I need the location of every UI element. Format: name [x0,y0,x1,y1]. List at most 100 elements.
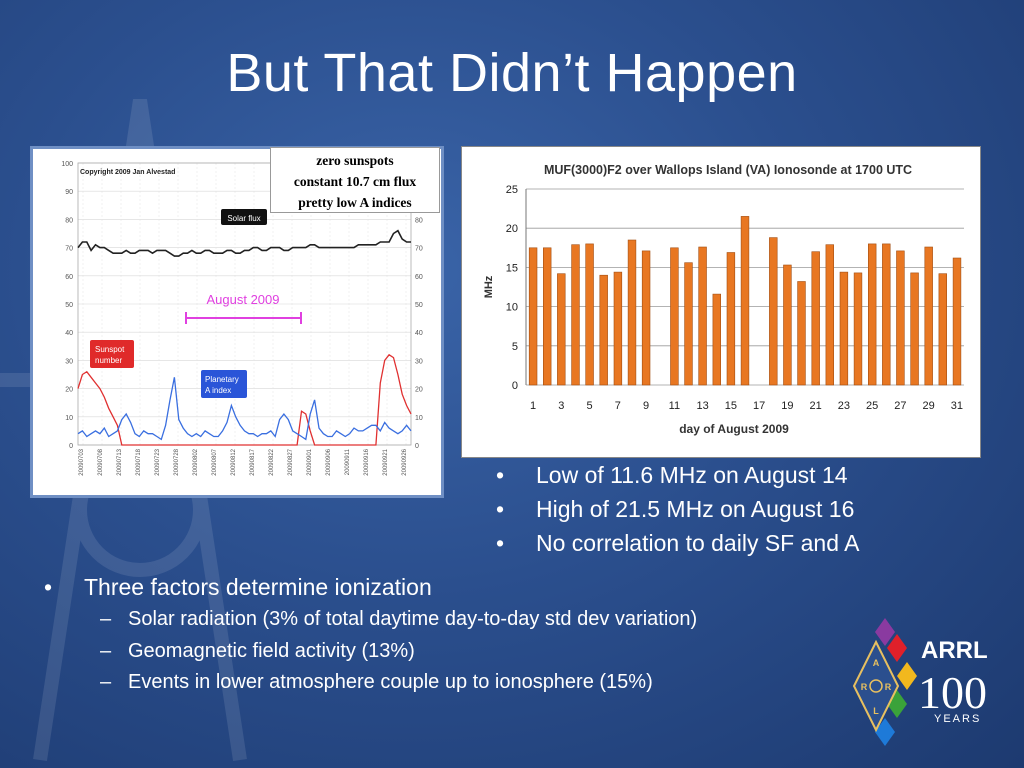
x-tick-label: 20090817 [250,448,256,475]
y-tick-label: 0 [512,380,518,392]
x-tick-label: 9 [643,400,649,412]
bar-day-16 [740,216,750,386]
y-tick-label-right: 50 [415,302,423,309]
sub-bullet-text: Solar radiation (3% of total daytime day… [128,608,698,630]
x-tick-label: 20090728 [174,448,180,475]
y-tick-label: 10 [506,302,518,314]
slide-title: But That Didn’t Happen [226,43,798,103]
x-tick-label: 20090708 [98,448,104,475]
sub-bullet: – Geomagnetic field activity (13%) [100,640,415,663]
bar-day-12 [684,262,693,386]
sub-bullet: – Events in lower atmosphere couple up to… [100,671,653,694]
x-axis-label: day of August 2009 [679,422,789,436]
x-tick-label: 20090906 [326,448,332,475]
august-2009-label: August 2009 [206,292,279,307]
y-tick-label-right: 70 [415,246,423,253]
y-tick-label: 5 [512,341,518,353]
y-tick-label-left: 20 [65,387,73,394]
sub-bullet-text: Events in lower atmosphere couple up to … [128,671,653,693]
bar-day-9 [641,250,651,386]
x-tick-label: 29 [923,400,935,412]
y-tick-label-left: 10 [65,415,73,422]
muf-bar-chart: MUF(3000)F2 over Wallops Island (VA) Ion… [461,146,981,458]
bar-day-28 [910,272,919,386]
y-tick-label-right: 60 [415,274,423,281]
emblem-letter: R [885,682,892,692]
x-tick-label: 13 [696,400,708,412]
x-tick-label: 20090718 [136,448,142,475]
emblem-letter: R [861,682,868,692]
bar-day-8 [627,239,637,386]
bar-day-30 [938,273,947,386]
sub-bullet-text: Geomagnetic field activity (13%) [128,640,415,662]
findings-list: • Low of 11.6 MHz on August 14 • High of 2… [496,462,859,564]
bar-day-13 [698,246,707,386]
chart-title: MUF(3000)F2 over Wallops Island (VA) Ion… [544,163,912,177]
logo-years-text: YEARS [934,713,981,725]
main-bullet: • Three factors determine ionization [44,574,432,608]
finding-item: • High of 21.5 MHz on August 16 [496,496,859,530]
x-tick-label: 20090921 [383,448,389,475]
bar-day-1 [528,247,538,386]
x-tick-label: 5 [587,400,593,412]
x-tick-label: 21 [810,400,822,412]
bullet-dot: • [496,462,505,488]
bullet-dot: • [44,574,53,600]
x-tick-label: 3 [558,400,564,412]
solar-flux-line [77,229,411,257]
x-tick-label: 31 [951,400,963,412]
sunspot-label-line1: Sunspot [95,345,125,354]
y-tick-label-right: 80 [415,217,423,224]
bullet-dot: • [496,496,505,522]
bar-day-22 [825,244,834,386]
bar-day-15 [726,252,736,386]
finding-item: • No correlation to daily SF and A [496,530,859,564]
finding-text: High of 21.5 MHz on August 16 [536,496,855,522]
y-tick-label-right: 30 [415,358,423,365]
x-tick-label: 20090926 [402,448,408,475]
note-line-1: zero sunspots [316,153,394,168]
y-tick-label-left: 40 [65,330,73,337]
sub-bullet: – Solar radiation (3% of total daytime da… [100,608,697,631]
x-tick-label: 19 [781,400,793,412]
bar-day-29 [924,246,933,386]
x-tick-label: 20090822 [269,448,275,475]
planetary-label-box [201,370,247,398]
x-tick-label: 15 [725,400,737,412]
emblem-letter: A [873,658,880,668]
note-line-3: pretty low A indices [298,195,412,210]
emblem-letter: L [873,706,879,716]
x-tick-label: 17 [753,400,765,412]
y-tick-label-left: 30 [65,358,73,365]
sunspot-label-box [90,340,134,368]
main-bullet-text: Three factors determine ionization [84,574,432,600]
planetary-label-line1: Planetary [205,375,239,384]
muf-bar-plot: MUF(3000)F2 over Wallops Island (VA) Ion… [462,147,980,457]
finding-item: • Low of 11.6 MHz on August 14 [496,462,859,496]
bar-day-25 [867,243,877,386]
planetary-label-line2: A index [205,386,231,395]
bar-day-26 [882,243,891,386]
x-tick-label: 20090713 [117,448,123,475]
bar-day-27 [896,250,905,386]
summary-note: zero sunspots constant 10.7 cm flux pret… [270,147,440,213]
dash-marker: – [100,671,112,693]
finding-text: Low of 11.6 MHz on August 14 [536,462,848,488]
x-tick-label: 20090807 [212,448,218,475]
y-tick-label: 15 [506,262,518,274]
y-tick-label-right: 40 [415,330,423,337]
y-tick-label-right: 20 [415,387,423,394]
logo-arrl-text: ARRL [921,637,988,664]
bar-day-31 [952,257,962,386]
y-tick-label-right: 0 [415,443,419,450]
arrl-100-years-logo: A R R L ARRL 100 YEARS [852,618,988,746]
bar-day-11 [670,247,679,386]
y-tick-label-left: 50 [65,302,73,309]
bar-day-14 [712,293,721,386]
x-tick-label: 11 [669,400,680,412]
x-tick-label: 20090827 [288,448,294,475]
x-tick-label: 25 [866,400,878,412]
y-tick-label: 25 [506,184,518,196]
logo-100-text: 100 [918,667,987,718]
y-tick-label-left: 80 [65,217,73,224]
